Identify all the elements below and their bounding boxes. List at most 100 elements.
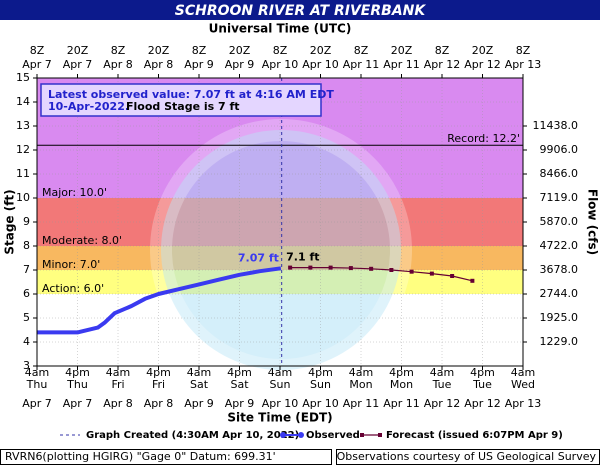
y-tick-label: 15: [16, 71, 30, 84]
x-tick-label: 4am: [430, 366, 454, 379]
y2-tick-label: 2744.0: [540, 287, 579, 300]
x2-axis-label: Universal Time (UTC): [209, 22, 352, 36]
legend-label: Forecast (issued 6:07PM Apr 9): [386, 430, 563, 441]
x-tick-date: Apr 8: [103, 397, 133, 410]
x2-tick-label: 20Z: [310, 44, 332, 57]
series-line: [290, 267, 473, 282]
y2-tick-label: 7119.0: [540, 191, 579, 204]
x2-tick-label: 20Z: [67, 44, 89, 57]
x-tick-day: Sun: [270, 378, 291, 391]
flood-label: Minor: 7.0': [42, 258, 100, 271]
x-tick-label: 4am: [25, 366, 49, 379]
info-flood-stage: Flood Stage is 7 ft: [126, 100, 240, 113]
y-tick-label: 6: [23, 287, 30, 300]
y-tick-label: 8: [23, 239, 30, 252]
legend-swatch: [360, 433, 364, 437]
x2-tick-label: 8Z: [30, 44, 45, 57]
x2-tick-date: Apr 10: [262, 58, 299, 71]
flood-label: Moderate: 8.0': [42, 234, 122, 247]
legend-swatch: [298, 432, 304, 438]
x-tick-label: 4am: [268, 366, 292, 379]
x-tick-day: Sat: [190, 378, 209, 391]
legend-swatch: [378, 433, 382, 437]
x-tick-day: Fri: [152, 378, 165, 391]
y2-tick-label: 1925.0: [540, 311, 579, 324]
y-tick-label: 5: [23, 311, 30, 324]
x-tick-label: 4am: [187, 366, 211, 379]
x-tick-day: Mon: [390, 378, 413, 391]
x-tick-day: Tue: [432, 378, 452, 391]
x2-tick-label: 20Z: [391, 44, 413, 57]
x-tick-day: Sun: [310, 378, 331, 391]
value-label: 7.07 ft: [238, 251, 279, 264]
x-tick-day: Thu: [26, 378, 48, 391]
y2-tick-label: 8466.0: [540, 167, 579, 180]
watermark: [161, 130, 401, 370]
x-tick-date: Apr 9: [225, 397, 255, 410]
x-tick-date: Apr 11: [383, 397, 420, 410]
forecast-point: [328, 265, 333, 270]
y-axis-label: Stage (ft): [3, 189, 17, 254]
x2-tick-label: 8Z: [111, 44, 126, 57]
x2-tick-date: Apr 12: [424, 58, 461, 71]
y2-tick-label: 3678.0: [540, 263, 579, 276]
y-tick-label: 12: [16, 143, 30, 156]
forecast-point: [409, 269, 414, 274]
value-label: 7.1 ft: [286, 251, 319, 264]
x2-tick-date: Apr 8: [103, 58, 133, 71]
x-tick-date: Apr 12: [464, 397, 501, 410]
forecast-point: [470, 278, 475, 283]
y-tick-label: 13: [16, 119, 30, 132]
info-date: 10-Apr-2022.: [48, 100, 129, 113]
forecast-point: [348, 266, 353, 271]
x-tick-label: 4pm: [470, 366, 495, 379]
x-tick-date: Apr 8: [144, 397, 174, 410]
x-tick-label: 4am: [349, 366, 373, 379]
x-tick-date: Apr 10: [302, 397, 339, 410]
forecast-point: [308, 265, 313, 270]
y-tick-label: 11: [16, 167, 30, 180]
x-tick-day: Sat: [230, 378, 249, 391]
x-tick-day: Tue: [472, 378, 492, 391]
x2-tick-label: 8Z: [435, 44, 450, 57]
y2-tick-label: 4722.0: [540, 239, 579, 252]
x2-tick-label: 8Z: [192, 44, 207, 57]
x2-tick-date: Apr 7: [22, 58, 52, 71]
x-tick-label: 4pm: [308, 366, 333, 379]
x2-tick-label: 8Z: [354, 44, 369, 57]
x-tick-day: Mon: [349, 378, 372, 391]
y-tick-label: 4: [23, 335, 30, 348]
x2-tick-date: Apr 9: [184, 58, 214, 71]
footer-left: RVRN6(plotting HGIRG) "Gage 0" Datum: 69…: [5, 450, 276, 463]
x-tick-date: Apr 7: [63, 397, 93, 410]
chart-title: SCHROON RIVER AT RIVERBANK: [175, 3, 427, 19]
x-tick-date: Apr 12: [424, 397, 461, 410]
y-tick-label: 3: [23, 359, 30, 372]
x2-tick-date: Apr 7: [63, 58, 93, 71]
plot-border: [36, 77, 524, 367]
x-tick-label: 4pm: [146, 366, 171, 379]
x2-tick-label: 20Z: [472, 44, 494, 57]
y-tick-label: 9: [23, 215, 30, 228]
x2-tick-label: 8Z: [516, 44, 531, 57]
y2-tick-label: 11438.0: [533, 119, 579, 132]
record-label: Record: 12.2': [447, 132, 520, 145]
x-tick-label: 4pm: [65, 366, 90, 379]
x-axis-label: Site Time (EDT): [227, 411, 332, 425]
x2-tick-date: Apr 13: [505, 58, 542, 71]
x-tick-label: 4pm: [227, 366, 252, 379]
x2-tick-date: Apr 12: [464, 58, 501, 71]
x2-tick-date: Apr 10: [302, 58, 339, 71]
forecast-point: [429, 271, 434, 276]
flood-label: Action: 6.0': [42, 282, 104, 295]
watermark: [150, 119, 412, 381]
y-tick-label: 7: [23, 263, 30, 276]
forecast-point: [369, 266, 374, 271]
flood-label: Major: 10.0': [42, 186, 107, 199]
forecast-point: [389, 268, 394, 272]
x-tick-day: Thu: [66, 378, 88, 391]
x-tick-date: Apr 9: [184, 397, 214, 410]
x2-tick-label: 20Z: [148, 44, 170, 57]
x-tick-day: Fri: [111, 378, 124, 391]
